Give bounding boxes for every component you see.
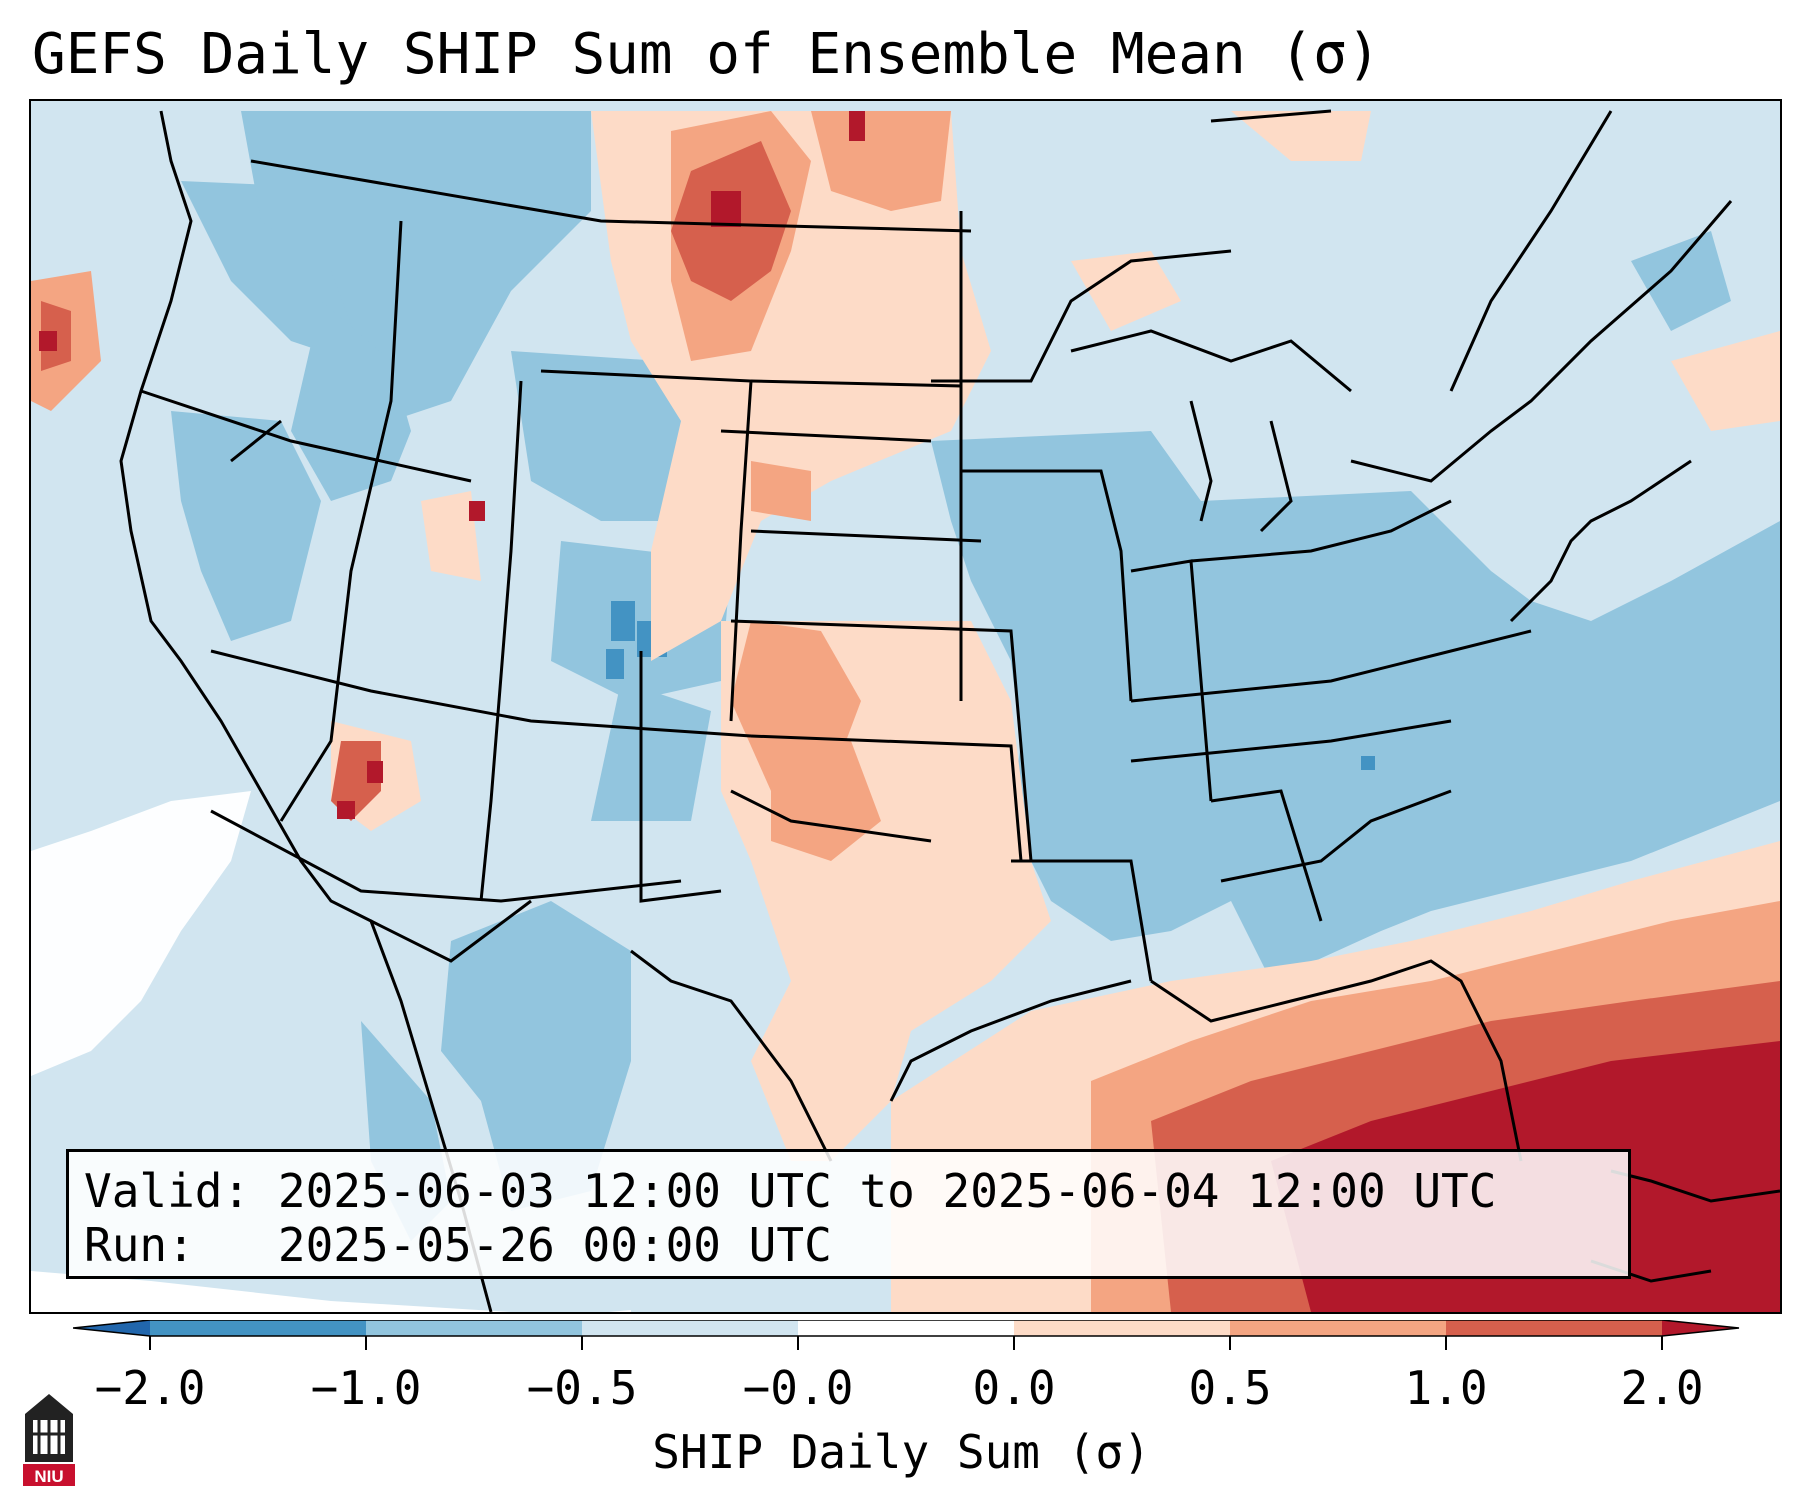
colorbar-bin-7 xyxy=(1446,1320,1662,1336)
colorbar-bin-4 xyxy=(798,1320,1014,1336)
colorbar-tick-label: 0.0 xyxy=(972,1361,1056,1415)
colorbar-tick-label: −0.5 xyxy=(526,1361,638,1415)
colorbar-tick-label: 2.0 xyxy=(1620,1361,1704,1415)
colorbar-label: SHIP Daily Sum (σ) xyxy=(652,1425,1151,1479)
colorbar-tick-label: −2.0 xyxy=(94,1361,206,1415)
projection-edge xyxy=(31,1279,631,1312)
valid-run-info-box: Valid: 2025-06-03 12:00 UTC to 2025-06-0… xyxy=(66,1149,1631,1279)
niu-logo-icon: NIU xyxy=(23,1394,75,1486)
colorbar-tick-label: 1.0 xyxy=(1404,1361,1488,1415)
colorbar-bin-5 xyxy=(1014,1320,1230,1336)
boundary-lines xyxy=(119,109,1780,1312)
colorbar xyxy=(73,1320,1740,1350)
colorbar-bin-3 xyxy=(582,1320,798,1336)
colorbar-extend-high xyxy=(1662,1320,1739,1336)
colorbar-bin-1 xyxy=(150,1320,366,1336)
colorbar-bin-6 xyxy=(1230,1320,1446,1336)
svg-text:NIU: NIU xyxy=(34,1467,63,1486)
valid-value: 2025-06-03 12:00 UTC to 2025-06-04 12:00… xyxy=(277,1164,1497,1218)
run-label: Run: xyxy=(84,1218,195,1272)
chart-title: GEFS Daily SHIP Sum of Ensemble Mean (σ) xyxy=(32,22,1381,87)
valid-label: Valid: xyxy=(84,1164,251,1218)
ship-anomaly-map xyxy=(31,101,1780,1312)
colorbar-tick-label: −0.0 xyxy=(742,1361,854,1415)
colorbar-tick-label: −1.0 xyxy=(310,1361,422,1415)
colorbar-tick-label: 0.5 xyxy=(1188,1361,1272,1415)
map-panel xyxy=(29,99,1782,1314)
colorbar-ticks xyxy=(149,1336,1663,1350)
colorbar-bin-2 xyxy=(366,1320,582,1336)
run-value: 2025-05-26 00:00 UTC xyxy=(277,1218,832,1272)
colorbar-extend-low xyxy=(73,1320,150,1336)
